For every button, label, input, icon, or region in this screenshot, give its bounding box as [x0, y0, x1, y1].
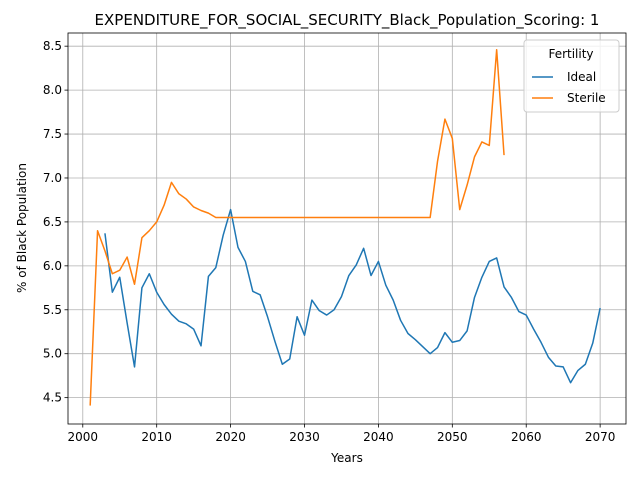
series-line-ideal — [104, 208, 601, 384]
y-tick-label: 7.5 — [43, 127, 62, 141]
y-tick-label: 4.5 — [43, 391, 62, 405]
x-tick-label: 2000 — [68, 430, 99, 444]
y-tick-label: 5.5 — [43, 303, 62, 317]
y-tick-label: 7.0 — [43, 171, 62, 185]
legend-box — [523, 39, 620, 113]
x-tick-label: 2070 — [585, 430, 616, 444]
y-axis-ticks: 4.5 5.0 5.5 6.0 6.5 7.0 7.5 8.0 8.5 — [43, 39, 68, 405]
x-axis-ticks: 2000 2010 2020 2030 2040 2050 2060 2070 — [68, 424, 616, 444]
y-tick-label: 6.0 — [43, 259, 62, 273]
y-tick-label: 5.0 — [43, 347, 62, 361]
plot-frame — [67, 32, 627, 425]
x-axis-label: Years — [330, 451, 363, 465]
x-tick-label: 2050 — [437, 430, 468, 444]
x-tick-label: 2030 — [289, 430, 320, 444]
x-tick-label: 2060 — [511, 430, 542, 444]
x-tick-label: 2020 — [215, 430, 246, 444]
y-tick-label: 6.5 — [43, 215, 62, 229]
x-tick-label: 2010 — [141, 430, 172, 444]
series-line-sterile — [89, 48, 505, 406]
legend-sterile-label: Sterile — [567, 91, 606, 105]
x-tick-label: 2040 — [363, 430, 394, 444]
legend-title: Fertility — [548, 47, 593, 61]
y-tick-label: 8.5 — [43, 39, 62, 53]
legend: Fertility Ideal Sterile — [523, 39, 620, 113]
series-lines — [89, 48, 601, 406]
legend-ideal-label: Ideal — [567, 70, 596, 84]
y-axis-label: % of Black Population — [15, 163, 29, 293]
chart-title: EXPENDITURE_FOR_SOCIAL_SECURITY_Black_Po… — [95, 11, 600, 30]
y-tick-label: 8.0 — [43, 83, 62, 97]
